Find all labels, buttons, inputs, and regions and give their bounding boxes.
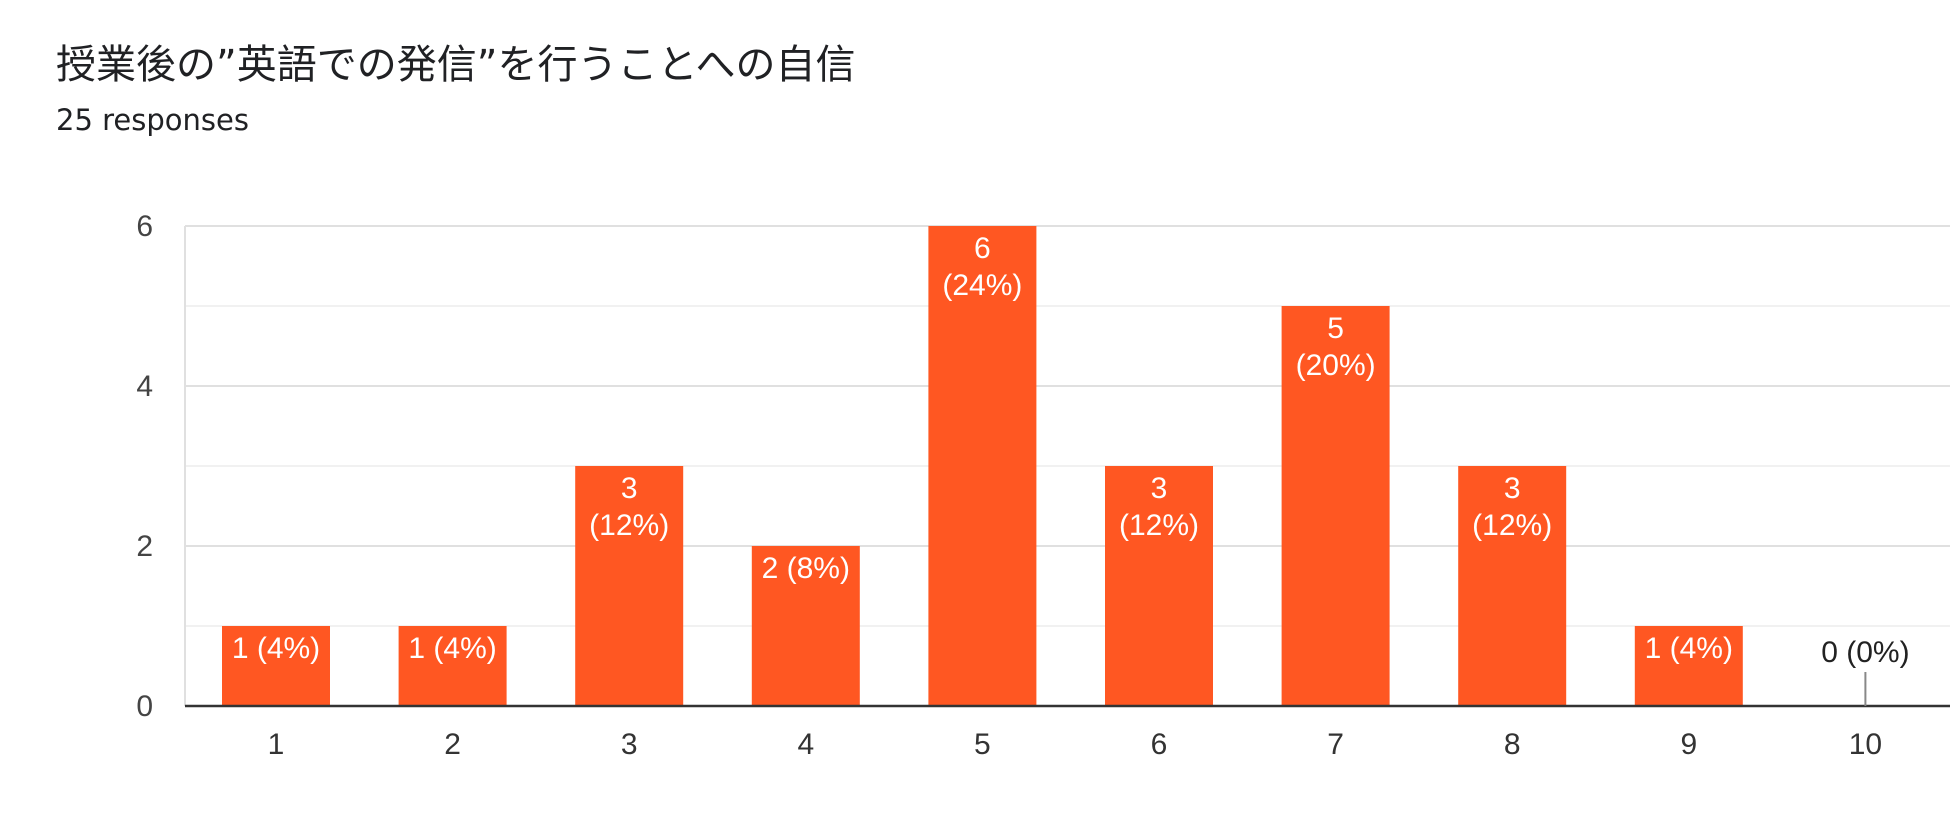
bar — [928, 226, 1037, 706]
data-label: 2 (8%) — [762, 552, 850, 585]
chart-header: 授業後の”英語での発信”を行うことへの自信 25 responses — [56, 30, 855, 140]
bar — [1634, 626, 1743, 706]
bar — [1458, 466, 1567, 706]
data-label: 3 — [621, 472, 638, 505]
data-label: 1 (4%) — [1645, 632, 1733, 665]
y-tick-label: 4 — [136, 370, 153, 403]
x-tick-label: 6 — [1151, 728, 1168, 761]
data-label: 0 (0%) — [1821, 636, 1909, 669]
x-tick-label: 5 — [974, 728, 991, 761]
data-label: 1 (4%) — [408, 632, 496, 665]
x-tick-label: 8 — [1504, 728, 1521, 761]
data-label: (20%) — [1296, 349, 1376, 382]
bar — [1105, 466, 1213, 706]
data-label: 3 — [1504, 472, 1521, 505]
y-tick-label: 0 — [136, 690, 153, 723]
x-tick-label: 7 — [1327, 728, 1344, 761]
bar — [222, 626, 330, 706]
data-label: (12%) — [1472, 509, 1552, 542]
y-tick-label: 6 — [136, 210, 153, 243]
chart-title: 授業後の”英語での発信”を行うことへの自信 — [56, 42, 856, 88]
data-label: 3 — [1151, 472, 1168, 505]
data-label: 5 — [1327, 312, 1344, 345]
x-tick-label: 10 — [1849, 728, 1882, 761]
response-count: 25 responses — [56, 103, 249, 137]
x-tick-label: 3 — [621, 728, 638, 761]
data-label: 1 (4%) — [232, 632, 320, 665]
data-label: (12%) — [589, 509, 669, 542]
x-tick-label: 2 — [444, 728, 461, 761]
y-tick-label: 2 — [136, 530, 153, 563]
data-label: (12%) — [1119, 509, 1199, 542]
bar — [1281, 306, 1390, 706]
bar — [575, 466, 684, 706]
x-tick-label: 4 — [797, 728, 814, 761]
x-tick-label: 1 — [268, 728, 285, 761]
x-tick-label: 9 — [1680, 728, 1697, 761]
bar — [398, 626, 507, 706]
data-label: (24%) — [942, 269, 1022, 302]
bar — [751, 546, 860, 706]
data-label: 6 — [974, 232, 991, 265]
